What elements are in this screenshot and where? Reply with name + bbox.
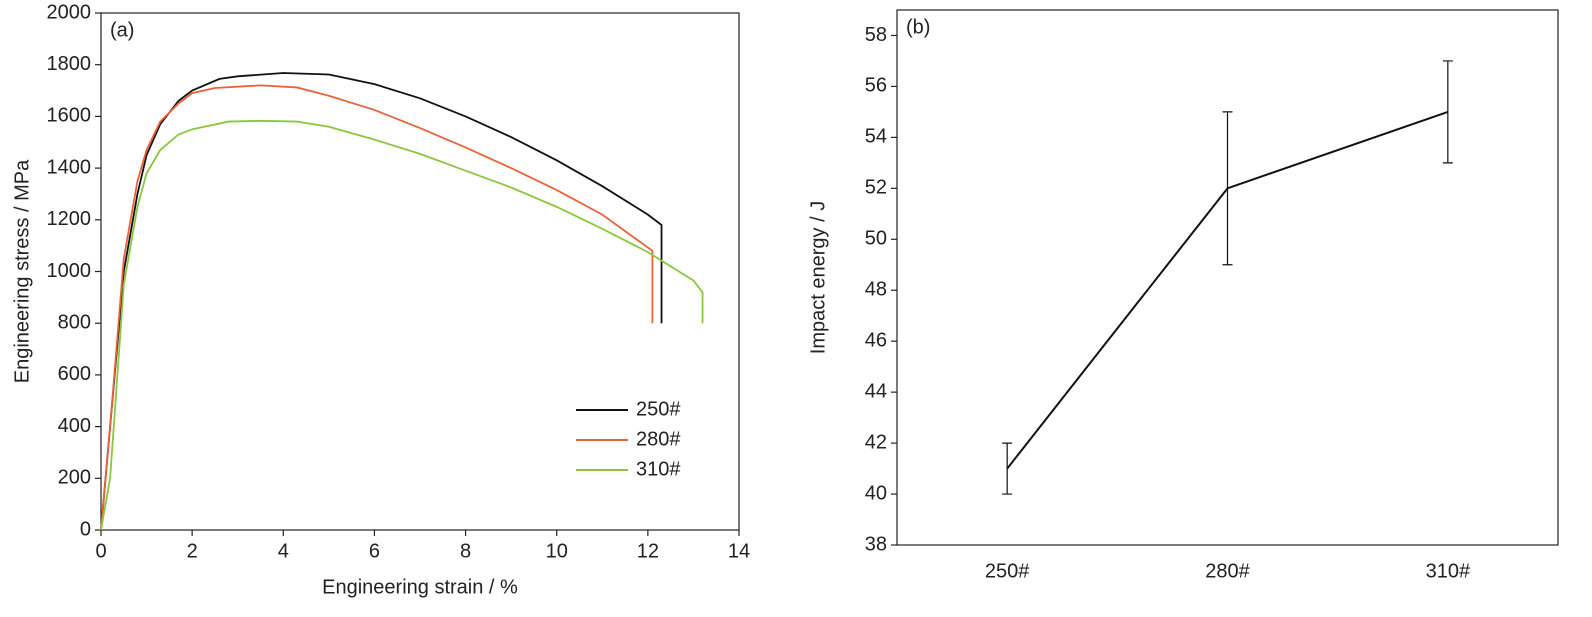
y-axis-label: Impact energy / J (807, 201, 829, 354)
y-tick-label: 42 (865, 431, 887, 453)
y-tick-label: 400 (58, 415, 91, 437)
y-tick-label: 56 (865, 75, 887, 97)
y-tick-label: 200 (58, 467, 91, 489)
plot-frame (100, 12, 740, 531)
y-axis-label: Engineering stress / MPa (11, 159, 33, 383)
y-tick-label: 50 (865, 228, 887, 250)
x-tick-label: 14 (728, 540, 750, 562)
x-tick-label: 310# (1426, 560, 1471, 582)
y-tick-label: 1400 (47, 156, 92, 178)
y-tick-label: 46 (865, 329, 887, 351)
legend-label: 310# (636, 458, 681, 480)
y-tick-label: 2000 (47, 1, 92, 23)
x-tick-label: 10 (546, 540, 568, 562)
y-tick-label: 52 (865, 177, 887, 199)
data-line (100, 119, 704, 531)
y-tick-label: 0 (80, 518, 91, 540)
y-tick-label: 1000 (47, 260, 92, 282)
x-tick-label: 8 (460, 540, 471, 562)
y-tick-label: 38 (865, 533, 887, 555)
data-line (100, 84, 654, 531)
panel-label: (a) (110, 19, 134, 41)
y-tick-label: 800 (58, 311, 91, 333)
y-tick-label: 1600 (47, 105, 92, 127)
x-tick-label: 4 (278, 540, 289, 562)
x-axis-label: Engineering strain / % (322, 576, 518, 598)
y-tick-label: 44 (865, 380, 887, 402)
x-tick-label: 12 (637, 540, 659, 562)
error-bar (1002, 442, 1013, 495)
x-tick-label: 250# (985, 560, 1030, 582)
error-bar (1442, 60, 1453, 164)
data-line (100, 72, 663, 531)
y-tick-label: 58 (865, 24, 887, 46)
y-tick-label: 600 (58, 363, 91, 385)
legend-label: 250# (636, 398, 681, 420)
y-tick-label: 40 (865, 482, 887, 504)
x-tick-label: 2 (187, 540, 198, 562)
plot-frame (896, 9, 1559, 546)
y-tick-label: 54 (865, 126, 887, 148)
y-tick-label: 48 (865, 279, 887, 301)
panel-label: (b) (906, 16, 930, 38)
x-tick-label: 0 (95, 540, 106, 562)
error-bar (1222, 111, 1233, 266)
y-tick-label: 1200 (47, 208, 92, 230)
x-tick-label: 6 (369, 540, 380, 562)
legend-label: 280# (636, 428, 681, 450)
x-tick-label: 280# (1205, 560, 1250, 582)
y-tick-label: 1800 (47, 53, 92, 75)
